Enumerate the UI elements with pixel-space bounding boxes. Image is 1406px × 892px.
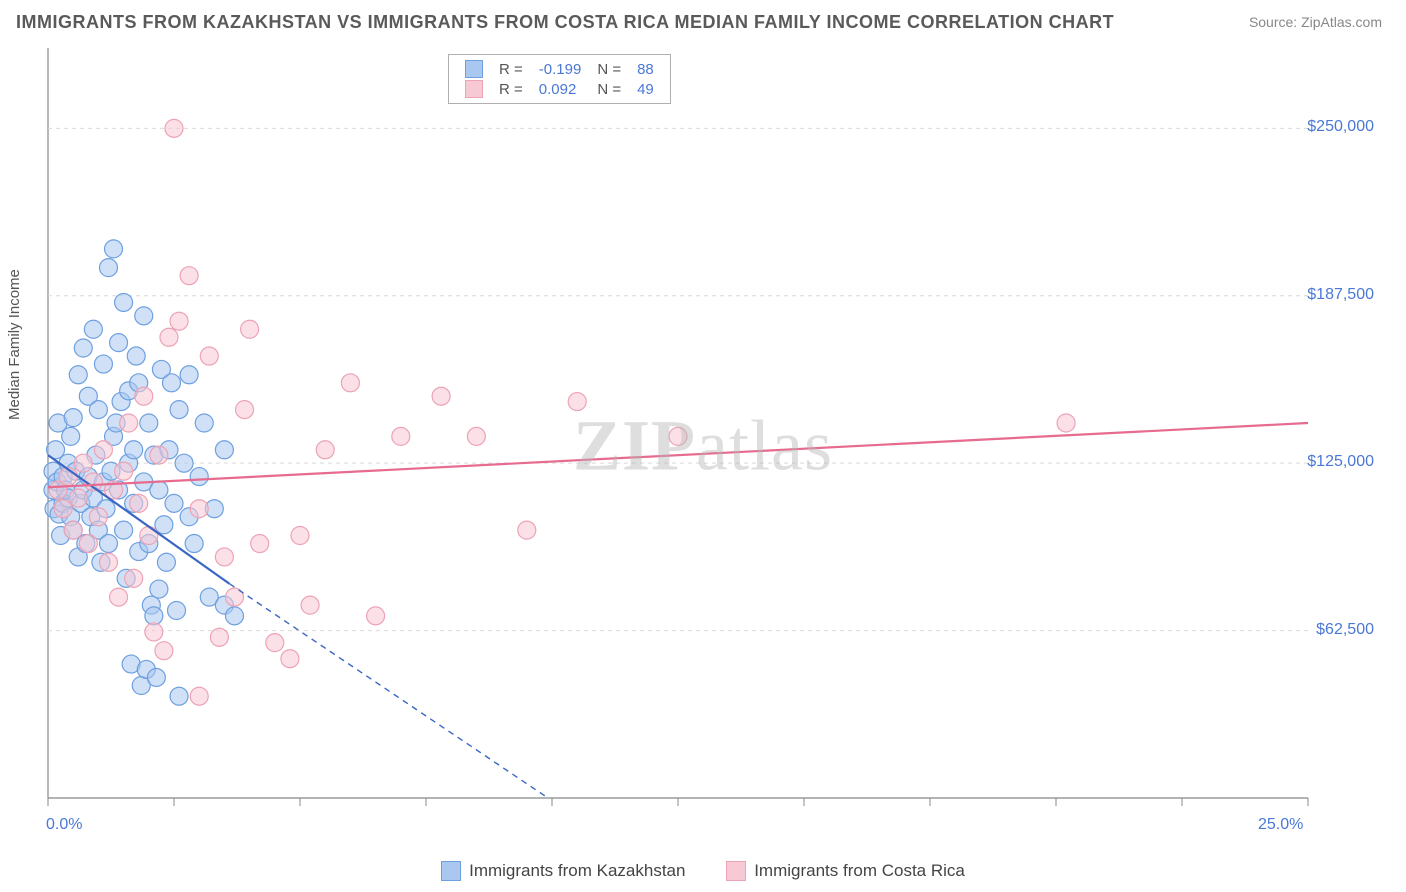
- r-value-costa-rica: 0.092: [531, 79, 590, 99]
- legend-correlation-box: R = -0.199 N = 88 R = 0.092 N = 49: [448, 54, 671, 104]
- swatch-costa-rica-icon: [726, 861, 746, 881]
- x-tick-label: 25.0%: [1258, 816, 1303, 834]
- swatch-kazakhstan-icon: [441, 861, 461, 881]
- y-tick-label: $250,000: [1307, 118, 1374, 136]
- r-value-kazakhstan: -0.199: [531, 59, 590, 79]
- y-tick-label: $187,500: [1307, 286, 1374, 304]
- r-label: R =: [491, 79, 531, 99]
- n-value-kazakhstan: 88: [629, 59, 662, 79]
- legend-series: Immigrants from Kazakhstan Immigrants fr…: [0, 861, 1406, 886]
- n-value-costa-rica: 49: [629, 79, 662, 99]
- watermark-bold: ZIP: [573, 406, 696, 486]
- x-tick-label: 0.0%: [46, 816, 82, 834]
- legend-label-costa-rica: Immigrants from Costa Rica: [754, 861, 965, 881]
- swatch-kazakhstan: [465, 60, 483, 78]
- n-label: N =: [589, 79, 629, 99]
- y-tick-label: $62,500: [1316, 621, 1374, 639]
- legend-label-kazakhstan: Immigrants from Kazakhstan: [469, 861, 685, 881]
- y-tick-label: $125,000: [1307, 453, 1374, 471]
- legend-item-kazakhstan: Immigrants from Kazakhstan: [441, 861, 685, 881]
- watermark-rest: atlas: [696, 406, 833, 486]
- watermark: ZIPatlas: [573, 405, 833, 488]
- r-label: R =: [491, 59, 531, 79]
- n-label: N =: [589, 59, 629, 79]
- swatch-costa-rica: [465, 80, 483, 98]
- legend-row-kazakhstan: R = -0.199 N = 88: [457, 59, 662, 79]
- legend-row-costa-rica: R = 0.092 N = 49: [457, 79, 662, 99]
- legend-item-costa-rica: Immigrants from Costa Rica: [726, 861, 965, 881]
